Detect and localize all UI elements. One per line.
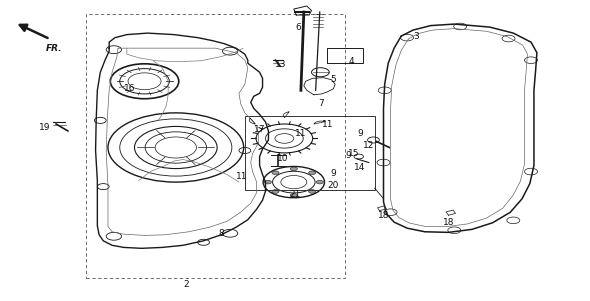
Text: 17: 17 xyxy=(254,125,266,134)
Text: 6: 6 xyxy=(295,23,301,32)
Circle shape xyxy=(290,167,297,171)
Text: 11: 11 xyxy=(322,120,333,129)
Text: 9: 9 xyxy=(330,169,336,178)
Text: 13: 13 xyxy=(274,60,286,69)
Circle shape xyxy=(309,171,316,175)
Text: 5: 5 xyxy=(330,75,336,84)
Text: 2: 2 xyxy=(183,280,189,289)
Text: 18: 18 xyxy=(378,211,389,220)
Text: 11: 11 xyxy=(236,172,248,181)
Circle shape xyxy=(272,171,279,175)
Text: 9: 9 xyxy=(357,129,363,138)
Bar xyxy=(86,14,345,278)
Text: 14: 14 xyxy=(354,163,366,172)
Text: 20: 20 xyxy=(327,181,339,190)
Circle shape xyxy=(272,190,279,193)
Circle shape xyxy=(316,180,323,184)
Circle shape xyxy=(290,194,297,197)
Text: 4: 4 xyxy=(348,57,354,66)
Text: 10: 10 xyxy=(277,154,289,163)
Text: 18: 18 xyxy=(442,218,454,227)
Text: 7: 7 xyxy=(319,99,324,108)
Circle shape xyxy=(309,190,316,193)
Bar xyxy=(245,116,375,190)
Text: 9: 9 xyxy=(345,150,351,160)
Text: 16: 16 xyxy=(124,84,136,93)
Text: 12: 12 xyxy=(363,141,375,150)
Text: 21: 21 xyxy=(289,190,301,199)
Text: 15: 15 xyxy=(348,149,360,158)
Text: 19: 19 xyxy=(38,123,50,132)
Text: FR.: FR. xyxy=(46,44,63,53)
Text: 8: 8 xyxy=(218,229,224,238)
Text: 11: 11 xyxy=(295,129,307,138)
Text: 3: 3 xyxy=(413,32,419,41)
Circle shape xyxy=(264,180,271,184)
